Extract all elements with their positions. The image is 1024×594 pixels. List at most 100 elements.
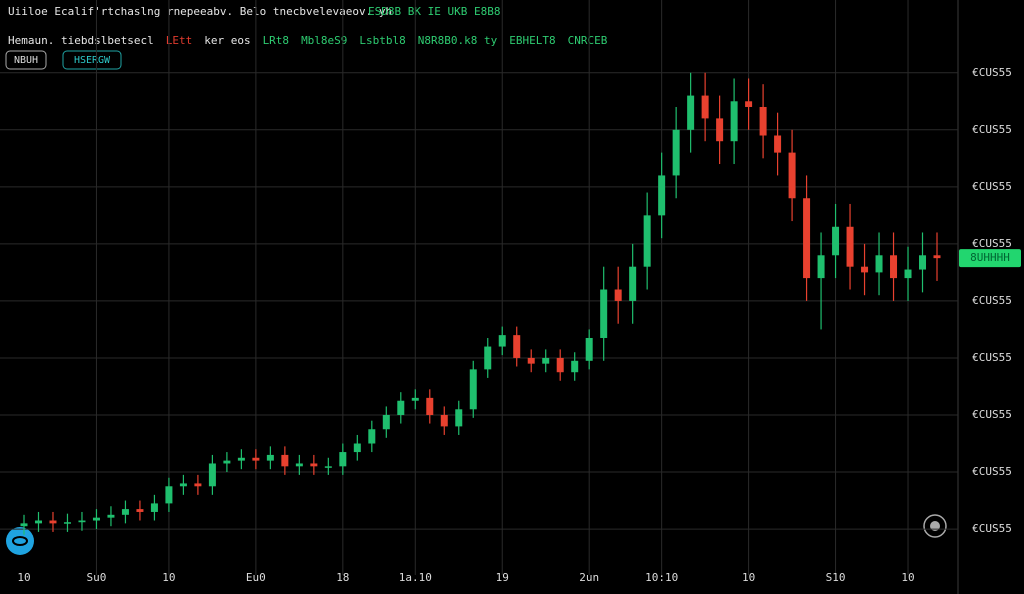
x-tick-label: 19 [496, 571, 509, 584]
candle-body [368, 429, 376, 444]
y-tick-label: €CUS55 [972, 237, 1012, 250]
candle-body [455, 409, 463, 427]
candle-body [919, 255, 927, 270]
candle-body [498, 335, 506, 347]
candle-body [136, 509, 144, 512]
candle-body [571, 360, 579, 373]
candle-body [933, 255, 941, 259]
candle-body [20, 523, 28, 527]
button-frame[interactable] [5, 50, 47, 70]
x-tick-label: S10 [826, 571, 846, 584]
settings-icon[interactable] [923, 514, 947, 538]
candle-body [643, 215, 651, 267]
indicator: EBHELT8 [509, 34, 555, 47]
candle-body [237, 457, 245, 461]
x-tick-label: 2un [579, 571, 599, 584]
x-tick-label: 10 [162, 571, 175, 584]
candle-body [266, 454, 274, 461]
candle-body [281, 454, 289, 467]
candle-body [614, 289, 622, 301]
indicator: ker eos [204, 34, 250, 47]
candle-body [904, 269, 912, 279]
candle-body [513, 335, 521, 358]
button[interactable]: HSERGW [74, 55, 111, 66]
x-tick-label: Eu0 [246, 571, 266, 584]
logo-mark [12, 536, 28, 546]
y-tick-label: €CUS55 [972, 351, 1012, 364]
candle-body [629, 266, 637, 301]
candle-body [397, 400, 405, 415]
indicator: LRt8 [263, 34, 290, 47]
indicator: Mbl8eS9 [301, 34, 347, 47]
candle-body [208, 463, 216, 487]
candle-body [295, 463, 303, 467]
candle-body [672, 129, 680, 176]
x-tick-label: 10 [742, 571, 755, 584]
indicator: Hemaun. tiebdslbetsecl [8, 34, 154, 47]
y-tick-label: €CUS55 [972, 294, 1012, 307]
candle-body [527, 357, 535, 364]
candle-body [861, 266, 869, 273]
candle-body [687, 95, 695, 130]
candle-body [78, 520, 86, 523]
candle-body [875, 255, 883, 273]
candle-body [382, 414, 390, 430]
indicator: LEtt [166, 34, 193, 47]
candle-body [252, 457, 260, 461]
indicator: Lsbtbl8 [359, 34, 405, 47]
candle-body [353, 443, 361, 453]
candle-body [600, 289, 608, 338]
candle-body [658, 175, 666, 216]
x-tick-label: 10:10 [645, 571, 678, 584]
candle-body [484, 346, 492, 370]
candle-body [817, 255, 825, 279]
chart-subtitle: ESD8B BK IE UKB E8B8 [368, 5, 500, 18]
candle-body [803, 198, 811, 279]
settings-icon-core [930, 521, 940, 531]
x-tick-label: 18 [336, 571, 349, 584]
candle-body [585, 337, 593, 361]
candle-body [846, 226, 854, 267]
candle-body [194, 483, 202, 487]
candle-body [832, 226, 840, 256]
candle-body [339, 452, 347, 467]
logo[interactable] [6, 527, 34, 555]
y-tick-label: €CUS55 [972, 123, 1012, 136]
price-tag-bg [959, 249, 1021, 268]
x-tick-label: 10 [17, 571, 30, 584]
chart-title: Uiiloe Ecalif'rtchaslng rnepeeabv. Belo … [8, 5, 392, 18]
candle-body [150, 503, 158, 512]
candle-body [63, 522, 71, 524]
candle-body [890, 255, 898, 279]
candle-body [92, 517, 100, 521]
candle-body [440, 414, 448, 427]
candle-body [107, 514, 115, 518]
candle-body [701, 95, 709, 119]
candle-body [745, 101, 753, 107]
y-tick-label: €CUS55 [972, 522, 1012, 535]
candle-body [774, 135, 782, 153]
indicator: N8R8B0.k8 ty [418, 34, 498, 47]
button[interactable]: NBUH [14, 55, 38, 66]
candle-body [165, 486, 173, 504]
x-tick-label: 1a.10 [399, 571, 432, 584]
candle-body [759, 106, 767, 136]
indicator: CNRCEB [568, 34, 608, 47]
x-tick-label: 10 [901, 571, 914, 584]
candle-body [34, 520, 42, 524]
candle-body [426, 397, 434, 415]
candle-body [179, 483, 187, 487]
candle-body [121, 509, 129, 515]
candle-body [411, 397, 419, 401]
x-tick-label: Su0 [87, 571, 107, 584]
button-frame[interactable] [62, 50, 122, 70]
candle-body [730, 101, 738, 142]
candle-body [324, 466, 332, 468]
candle-body [469, 369, 477, 410]
y-tick-label: €CUS55 [972, 180, 1012, 193]
candle-body [542, 357, 550, 364]
price-tag: 8UHHHH [970, 251, 1010, 264]
candle-body [716, 118, 724, 142]
candle-body [223, 460, 231, 464]
